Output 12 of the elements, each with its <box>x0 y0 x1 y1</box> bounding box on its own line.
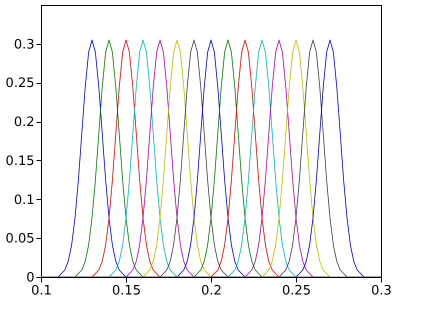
x-tick-label: 0.25 <box>282 284 311 298</box>
y-tick-label: 0.3 <box>14 37 34 52</box>
y-tick-label: 0.1 <box>14 192 34 208</box>
y-tick-label: 0.05 <box>6 232 34 247</box>
x-tick-label: 0.15 <box>112 284 141 298</box>
y-tick-label: 0.25 <box>6 76 34 92</box>
x-tick-label: 0.2 <box>201 284 222 298</box>
y-tick-label: 0.15 <box>6 154 34 169</box>
x-tick-label: 0.3 <box>371 284 392 298</box>
y-tick-label: 0.2 <box>14 115 34 130</box>
y-tick-label: 0 <box>26 270 34 286</box>
x-tick-label: 0.1 <box>31 284 52 298</box>
